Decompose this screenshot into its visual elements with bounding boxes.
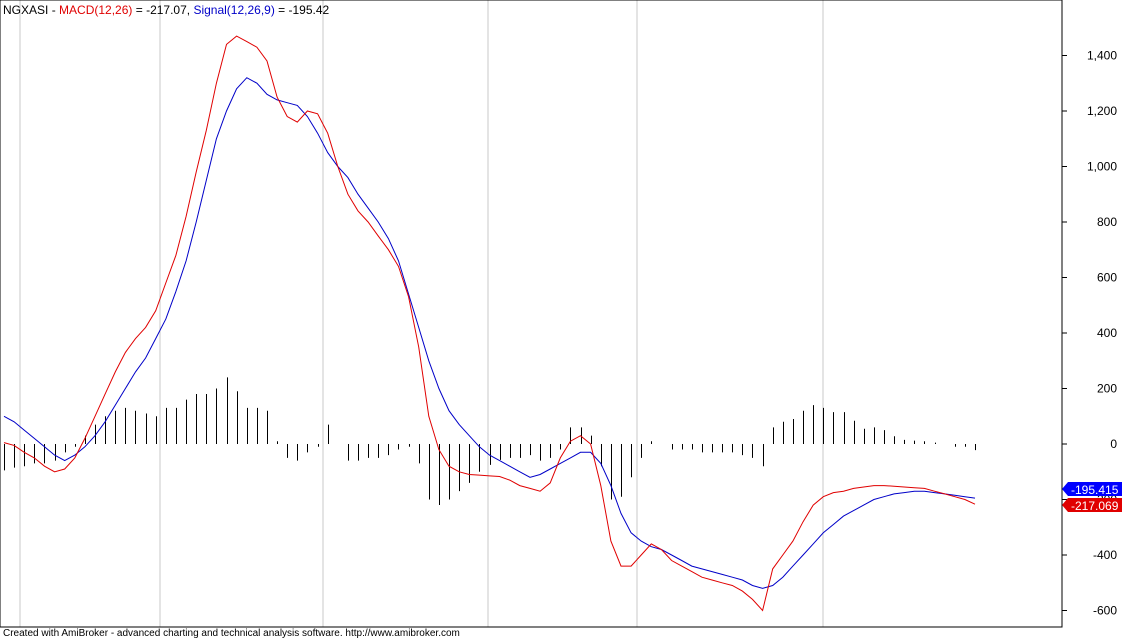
signal-series-line [3, 77, 976, 589]
y-tick-label: 600 [1097, 271, 1117, 285]
y-tick-label: 1,400 [1087, 49, 1117, 63]
y-tick-label: 200 [1097, 382, 1117, 396]
signal-value-label: -195.415 [1071, 483, 1119, 497]
grid-layer [19, 0, 824, 627]
chart-header: NGXASI - MACD(12,26) = -217.07, Signal(1… [3, 3, 330, 17]
y-tick-label: -600 [1093, 604, 1117, 618]
y-tick-label: 1,000 [1087, 160, 1117, 174]
macd-value-label: -217.069 [1071, 499, 1119, 513]
y-tick-label: 400 [1097, 326, 1117, 340]
y-tick-label: 800 [1097, 215, 1117, 229]
header-symbol: NGXASI [3, 3, 48, 17]
plot-frame [0, 0, 1063, 628]
y-tick-label: 0 [1110, 437, 1117, 451]
footer-credit: Created with AmiBroker - advanced charti… [3, 628, 460, 639]
header-macd-value: = -217.07, [132, 3, 193, 17]
header-signal-label: Signal(12,26,9) [193, 3, 274, 17]
header-signal-value: = -195.42 [275, 3, 330, 17]
y-tick-label: -400 [1093, 548, 1117, 562]
header-macd-label: MACD(12,26) [59, 3, 132, 17]
signal-value-tag: -195.415 [1062, 482, 1122, 497]
histogram-layer [4, 377, 976, 506]
macd-value-tag: -217.069 [1062, 498, 1122, 513]
header-separator: - [48, 3, 59, 17]
macd-series-line [3, 35, 976, 612]
y-tick-label: 1,200 [1087, 104, 1117, 118]
